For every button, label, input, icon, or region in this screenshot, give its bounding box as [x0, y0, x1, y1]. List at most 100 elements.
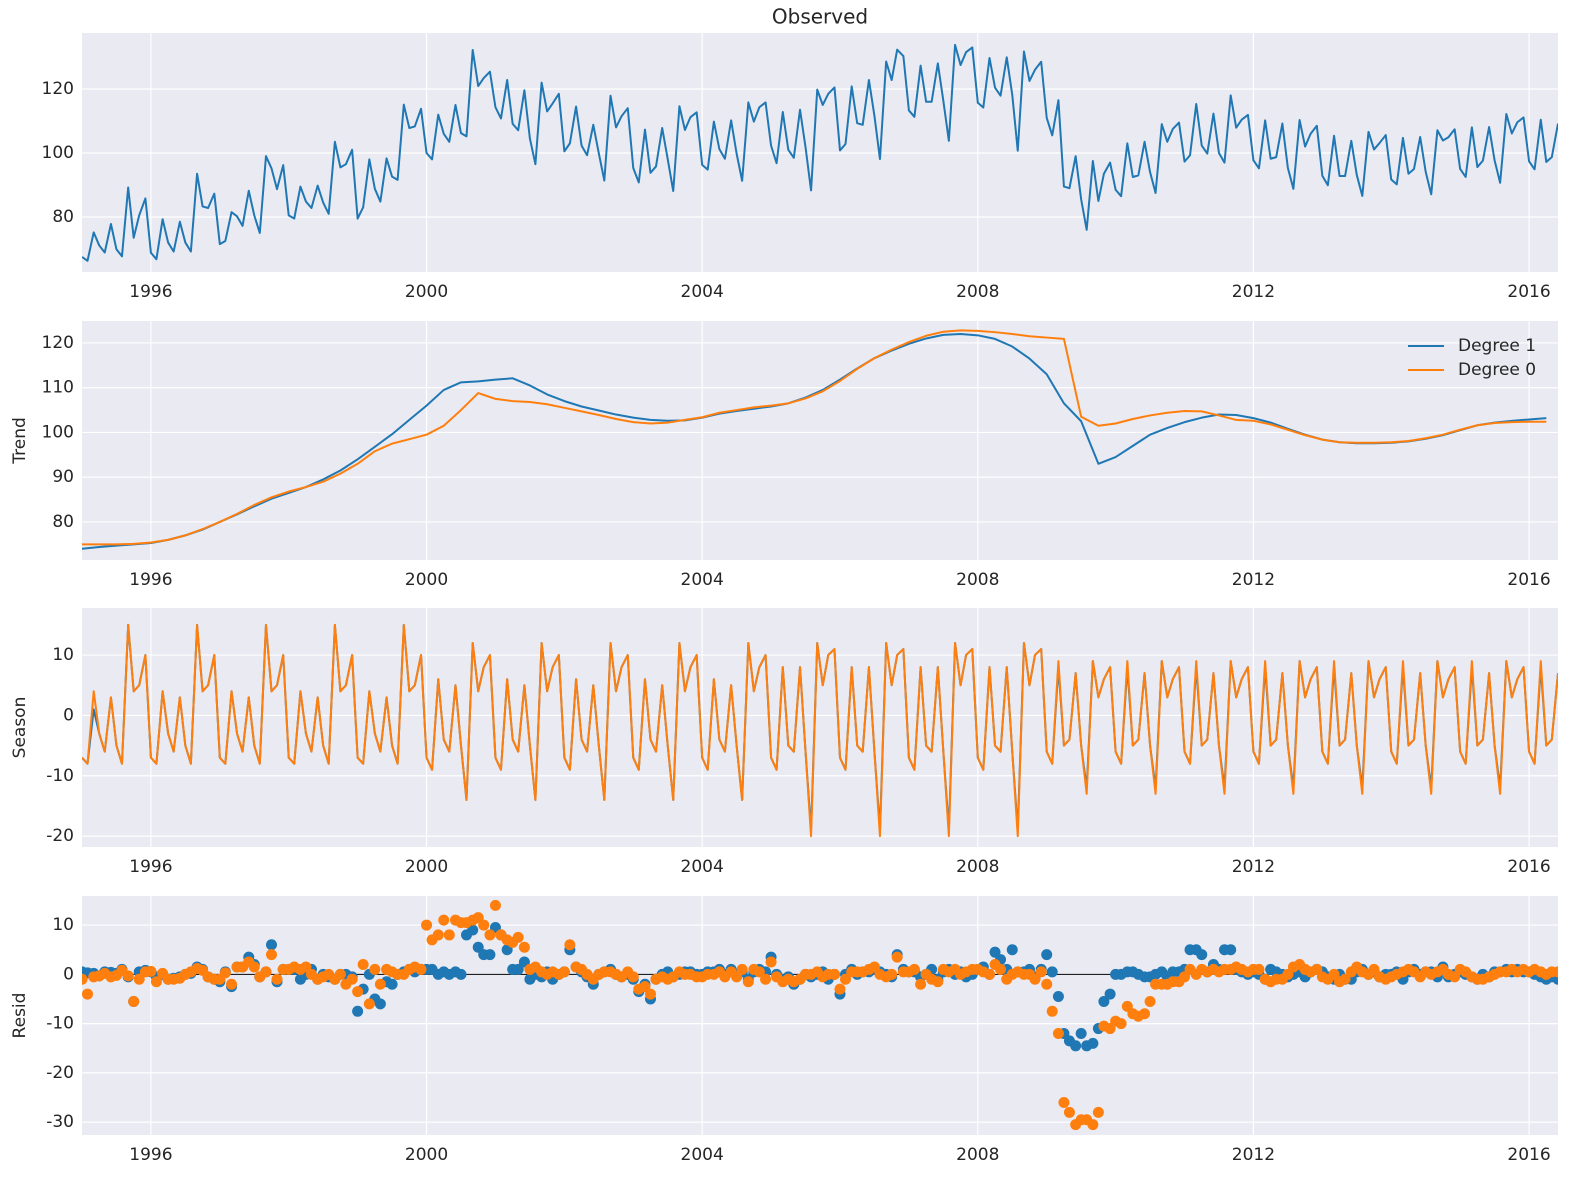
point	[627, 971, 639, 983]
point	[834, 983, 846, 995]
y-tick-label: 90	[52, 467, 74, 487]
point	[984, 968, 996, 980]
x-tick-label: 2004	[681, 282, 724, 302]
point	[1046, 966, 1058, 978]
y-tick-label: 10	[52, 645, 74, 665]
point	[1225, 944, 1237, 956]
point	[271, 973, 283, 985]
point	[363, 998, 375, 1010]
y-axis-label: Resid	[10, 993, 30, 1039]
point	[265, 949, 277, 961]
point	[518, 941, 530, 953]
point	[1087, 1119, 1099, 1131]
x-tick-label: 1996	[129, 1145, 172, 1165]
point	[564, 939, 576, 951]
point	[150, 976, 162, 988]
point	[1075, 1027, 1087, 1039]
x-tick-label: 1996	[129, 282, 172, 302]
line	[82, 43, 1558, 262]
y-tick-label: 110	[42, 378, 74, 398]
point	[374, 978, 386, 990]
y-tick-label: 100	[42, 143, 74, 163]
subplot-title: Observed	[772, 5, 868, 29]
x-tick-label: 2016	[1507, 570, 1550, 590]
plot-area	[82, 43, 1558, 262]
x-tick-label: 2016	[1507, 857, 1550, 877]
x-tick-label: 2000	[405, 1145, 448, 1165]
x-tick-label: 2016	[1507, 282, 1550, 302]
line	[82, 623, 1558, 838]
point	[357, 958, 369, 970]
plot-background	[82, 321, 1558, 560]
point	[489, 899, 501, 911]
point	[1104, 988, 1116, 1000]
y-tick-label: 10	[52, 915, 74, 935]
point	[1098, 995, 1110, 1007]
x-tick-label: 2008	[956, 282, 999, 302]
point	[122, 970, 134, 982]
point	[226, 978, 238, 990]
point	[1087, 1037, 1099, 1049]
x-tick-label: 2000	[405, 570, 448, 590]
point	[1041, 978, 1053, 990]
point	[369, 963, 381, 975]
y-tick-label: 120	[42, 333, 74, 353]
point	[260, 966, 272, 978]
y-tick-label: 80	[52, 207, 74, 227]
point	[1052, 1027, 1064, 1039]
point	[421, 919, 433, 931]
y-tick-label: -10	[46, 1014, 74, 1034]
x-tick-label: 1996	[129, 857, 172, 877]
line	[82, 329, 1547, 546]
subplot: 1996 2000 2004 2008 2012 2016 -30 -20 -10 0 10 Resi…	[10, 896, 1558, 1165]
point	[82, 988, 94, 1000]
point	[133, 973, 145, 985]
point	[1006, 944, 1018, 956]
point	[1196, 949, 1208, 961]
x-tick-label: 2008	[956, 570, 999, 590]
plot-area	[82, 899, 1558, 1131]
point	[248, 961, 260, 973]
point	[467, 924, 479, 936]
plot-background	[82, 608, 1558, 847]
x-tick-label: 2008	[956, 1145, 999, 1165]
point	[891, 951, 903, 963]
x-tick-label: 2000	[405, 857, 448, 877]
subplot: 1996 2000 2004 2008 2012 2016 80 90 100 110 120 Tre…	[10, 321, 1558, 590]
x-tick-label: 2016	[1507, 1145, 1550, 1165]
point	[1552, 966, 1558, 978]
point	[82, 973, 88, 985]
y-axis-label: Trend	[10, 417, 30, 465]
x-tick-label: 2012	[1232, 282, 1275, 302]
point	[352, 1005, 364, 1017]
y-tick-label: 120	[42, 79, 74, 99]
point	[1139, 1008, 1151, 1020]
point	[742, 976, 754, 988]
x-tick-label: 2008	[956, 857, 999, 877]
point	[1070, 1040, 1082, 1052]
point	[432, 929, 444, 941]
point	[644, 988, 656, 1000]
point	[995, 963, 1007, 975]
point	[558, 966, 570, 978]
point	[753, 966, 765, 978]
point	[1041, 949, 1053, 961]
x-tick-label: 2012	[1232, 1145, 1275, 1165]
point	[455, 968, 467, 980]
x-tick-label: 2004	[681, 857, 724, 877]
x-tick-label: 2000	[405, 282, 448, 302]
point	[443, 929, 455, 941]
point	[886, 968, 898, 980]
point	[415, 963, 427, 975]
point	[915, 978, 927, 990]
y-tick-label: -30	[46, 1112, 74, 1132]
point	[1052, 991, 1064, 1003]
y-tick-label: -10	[46, 766, 74, 786]
x-tick-label: 2004	[681, 1145, 724, 1165]
point	[839, 973, 851, 985]
x-tick-label: 2012	[1232, 857, 1275, 877]
point	[484, 929, 496, 941]
point	[1058, 1096, 1070, 1108]
point	[128, 995, 140, 1007]
